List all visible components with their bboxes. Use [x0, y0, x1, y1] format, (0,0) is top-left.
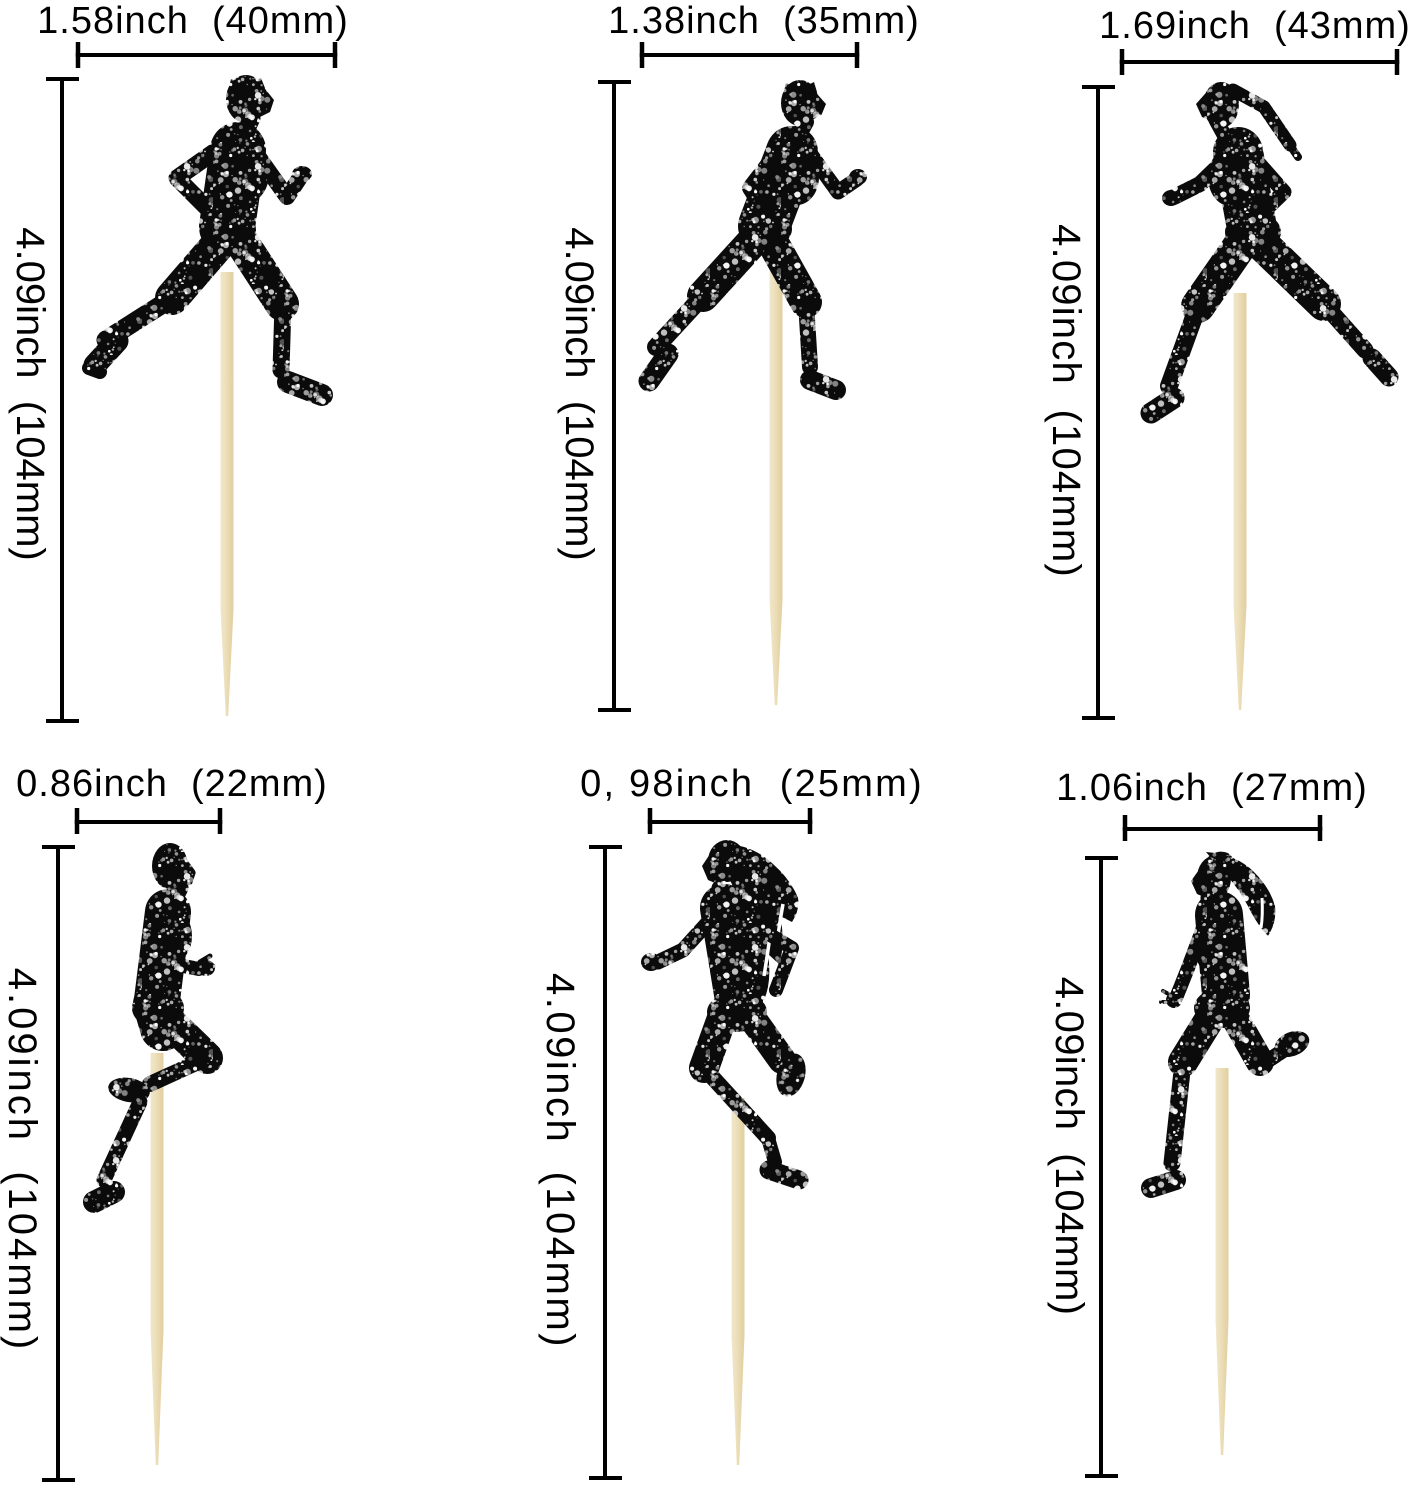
svg-text:4.09inch (104mm): 4.09inch (104mm)	[538, 973, 582, 1349]
svg-text:0.86inch (22mm): 0.86inch (22mm)	[16, 763, 328, 805]
svg-text:4.09inch (104mm): 4.09inch (104mm)	[0, 968, 44, 1352]
svg-text:1.06inch (27mm): 1.06inch (27mm)	[1056, 767, 1368, 809]
svg-text:4.09inch (104mm): 4.09inch (104mm)	[1044, 224, 1088, 578]
svg-text:4.09inch (104mm): 4.09inch (104mm)	[1047, 977, 1091, 1316]
svg-text:4.09inch (104mm): 4.09inch (104mm)	[557, 227, 601, 560]
svg-text:4.09inch (104mm): 4.09inch (104mm)	[8, 227, 52, 560]
svg-text:1.38inch (35mm): 1.38inch (35mm)	[608, 0, 920, 42]
svg-text:1.58inch (40mm): 1.58inch (40mm)	[37, 0, 349, 42]
svg-text:0, 98inch (25mm): 0, 98inch (25mm)	[580, 763, 924, 805]
svg-text:1.69inch (43mm): 1.69inch (43mm)	[1099, 5, 1409, 47]
